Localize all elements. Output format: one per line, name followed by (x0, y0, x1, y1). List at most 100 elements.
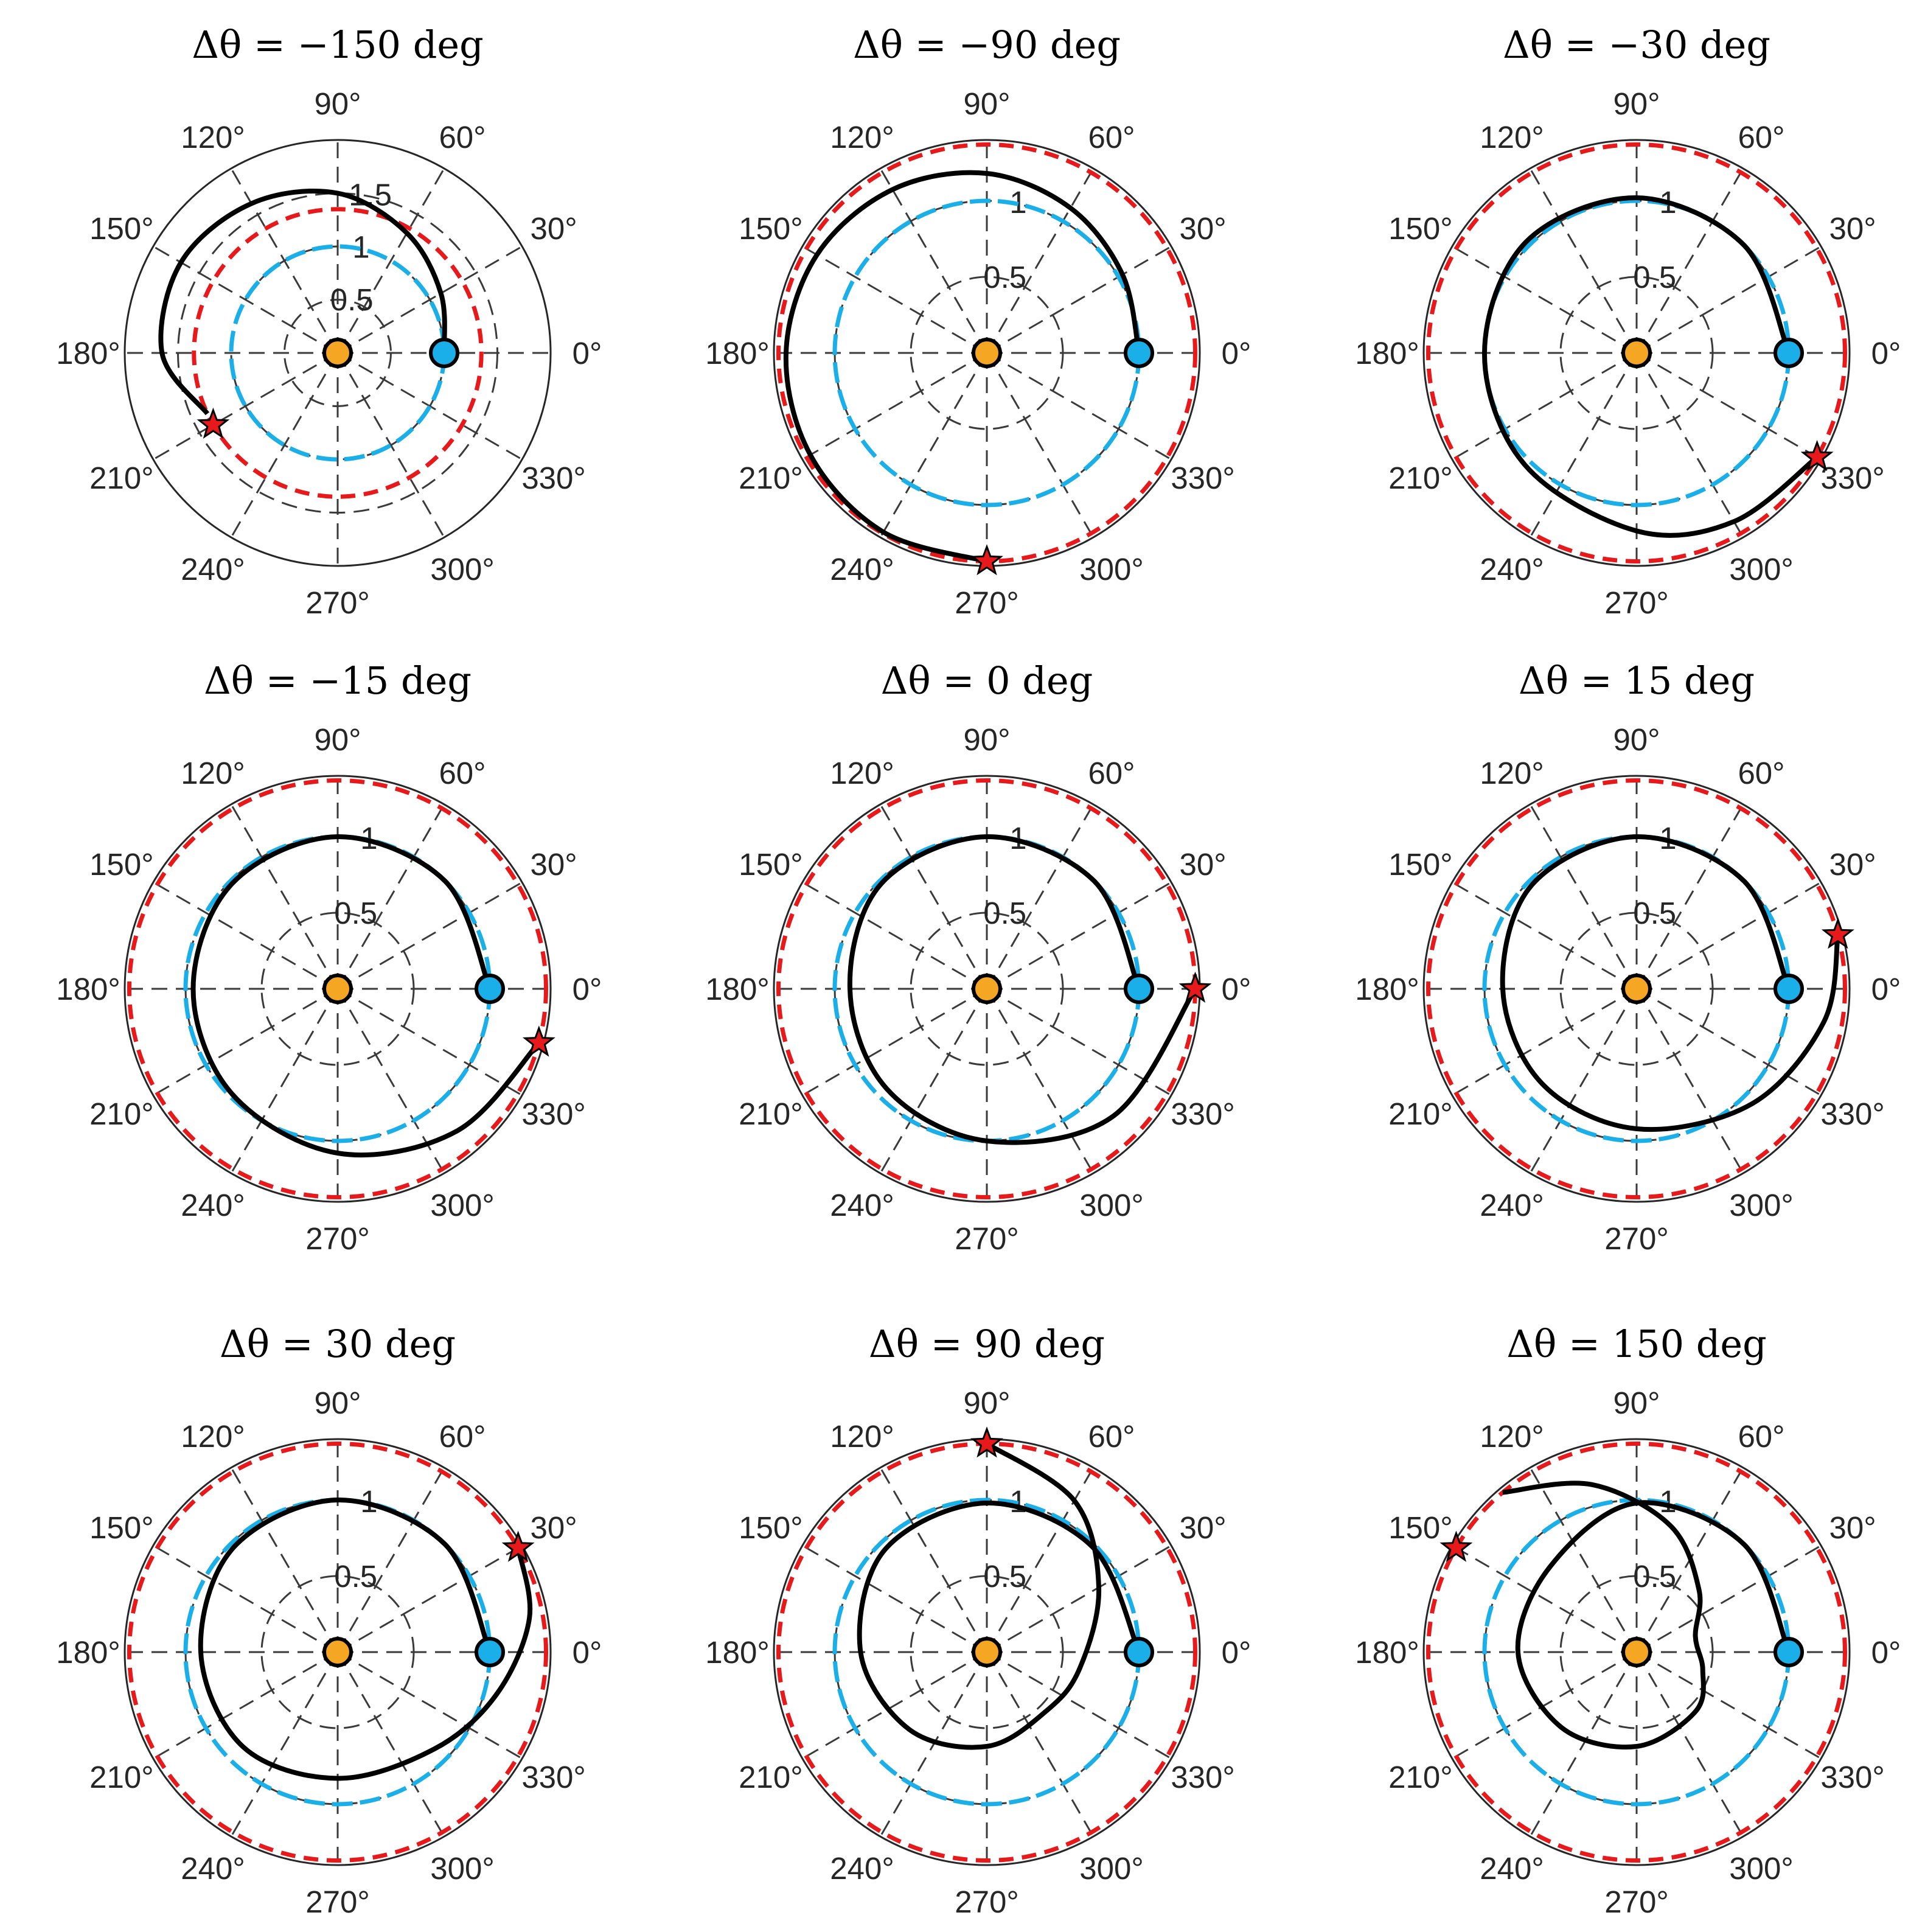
angle-tick-label: 120° (181, 1419, 245, 1454)
radius-tick-label: 0.5 (1633, 1559, 1676, 1594)
angle-tick-label: 240° (181, 1188, 245, 1222)
angle-tick-label: 300° (430, 1188, 495, 1222)
angle-tick-label: 210° (89, 461, 154, 495)
angle-tick-label: 300° (1729, 1188, 1794, 1222)
radius-tick-label: 0.5 (983, 896, 1026, 930)
start-point-marker (1774, 338, 1804, 368)
angle-gridline (1636, 988, 1822, 1097)
angle-gridline (153, 1651, 338, 1760)
angle-gridline (879, 1467, 988, 1653)
start-point-marker (1124, 1637, 1154, 1667)
end-point-star-marker (1821, 918, 1854, 949)
end-point-star-marker (970, 544, 1003, 576)
angle-tick-label: 30° (531, 847, 577, 882)
angle-gridline (337, 1651, 523, 1760)
polar-panel-3: Δθ = −30 deg 0° 30° 60° 90° 120° 150° 180° 210° 2… (1355, 23, 1901, 620)
angle-tick-label: 180° (705, 336, 770, 371)
angle-tick-label: 330° (1171, 461, 1235, 495)
angle-tick-label: 240° (181, 1851, 245, 1886)
polar-axes-boundary (124, 139, 552, 567)
transfer-trajectory-line (1502, 1480, 1791, 1750)
angle-tick-label: 0° (1871, 336, 1901, 371)
angle-tick-label: 30° (1829, 211, 1876, 246)
angle-gridline (879, 988, 988, 1174)
radius-gridline (284, 299, 392, 407)
angle-tick-label: 210° (739, 1097, 803, 1131)
angle-tick-label: 300° (1079, 552, 1144, 587)
angle-tick-label: 330° (1171, 1760, 1235, 1794)
angle-gridline (1636, 245, 1822, 354)
angle-gridline (1452, 881, 1637, 990)
angle-tick-label: 60° (1088, 1419, 1135, 1454)
angle-gridline (986, 804, 1095, 989)
angle-tick-label: 0° (573, 1635, 602, 1670)
angle-tick-label: 180° (1355, 972, 1419, 1006)
angle-tick-label: 30° (1829, 1510, 1876, 1545)
angle-tick-label: 240° (181, 552, 245, 587)
angle-gridline (986, 1544, 1172, 1653)
angle-gridline (1452, 352, 1637, 461)
angle-tick-label: 300° (1729, 552, 1794, 587)
panel-title: Δθ = −150 deg (192, 23, 484, 67)
angle-gridline (1635, 804, 1744, 989)
angle-tick-label: 270° (305, 1885, 370, 1919)
angle-tick-label: 120° (181, 756, 245, 790)
angle-gridline (802, 988, 987, 1097)
transfer-trajectory-line (857, 1442, 1141, 1750)
central-body-marker (972, 1637, 1002, 1667)
angle-tick-label: 60° (439, 120, 486, 155)
angle-gridline (1529, 804, 1638, 989)
angle-tick-label: 150° (739, 847, 803, 882)
angle-tick-label: 60° (439, 756, 486, 790)
angle-gridline (1452, 988, 1637, 1097)
radius-tick-label: 0.5 (334, 896, 377, 930)
angle-tick-label: 30° (1180, 847, 1227, 882)
angle-tick-label: 30° (531, 1510, 577, 1545)
angle-tick-label: 30° (1180, 1510, 1227, 1545)
end-point-star-marker (1800, 439, 1834, 472)
angle-tick-label: 0° (1871, 1635, 1901, 1670)
polar-axes-boundary (1422, 139, 1851, 567)
angle-tick-label: 210° (739, 461, 803, 495)
angle-tick-label: 270° (1604, 1885, 1669, 1919)
transfer-trajectory-line (783, 170, 1141, 564)
angle-gridline (1635, 1651, 1744, 1837)
end-point-star-marker (1439, 1530, 1473, 1562)
angle-tick-label: 180° (56, 336, 120, 371)
angle-gridline (879, 804, 988, 989)
polar-panel-2: Δθ = −90 deg 0° 30° 60° 90° 120° 150° 180° 210° 2… (705, 23, 1251, 620)
end-point-star-marker (970, 1426, 1003, 1458)
panel-title: Δθ = −15 deg (204, 658, 472, 703)
panel-title: Δθ = −30 deg (1503, 23, 1770, 67)
radius-tick-label: 0.5 (1633, 896, 1676, 930)
angle-gridline (336, 1467, 445, 1653)
angle-gridline (802, 1651, 987, 1760)
angle-tick-label: 330° (521, 1097, 586, 1131)
angle-tick-label: 180° (705, 1635, 770, 1670)
angle-tick-label: 270° (955, 585, 1019, 620)
end-point-star-marker (1178, 971, 1212, 1003)
angle-tick-label: 90° (1613, 1386, 1660, 1420)
transfer-trajectory-line (1500, 834, 1840, 1132)
angle-tick-label: 90° (963, 1386, 1010, 1420)
radius-tick-label: 0.5 (983, 260, 1026, 295)
angle-gridline (986, 245, 1172, 354)
angle-tick-label: 90° (1613, 86, 1660, 121)
central-body-marker (972, 338, 1002, 368)
angle-tick-label: 210° (89, 1097, 154, 1131)
central-body-marker (322, 1637, 353, 1667)
angle-gridline (1529, 1467, 1638, 1653)
angle-gridline (337, 881, 523, 990)
angle-gridline (986, 881, 1172, 990)
outer-orbit-circle (127, 778, 548, 1199)
angle-tick-label: 60° (1088, 756, 1135, 790)
angle-gridline (986, 352, 1172, 461)
start-point-marker (475, 974, 505, 1004)
outer-orbit-circle (127, 1442, 548, 1863)
angle-tick-label: 0° (573, 336, 602, 371)
angle-gridline (879, 352, 988, 538)
polar-panel-4: Δθ = −15 deg 0° 30° 60° 90° 120° 150° 180° 210° 2… (56, 658, 602, 1256)
angle-tick-label: 300° (1729, 1851, 1794, 1886)
angle-tick-label: 210° (1388, 461, 1453, 495)
